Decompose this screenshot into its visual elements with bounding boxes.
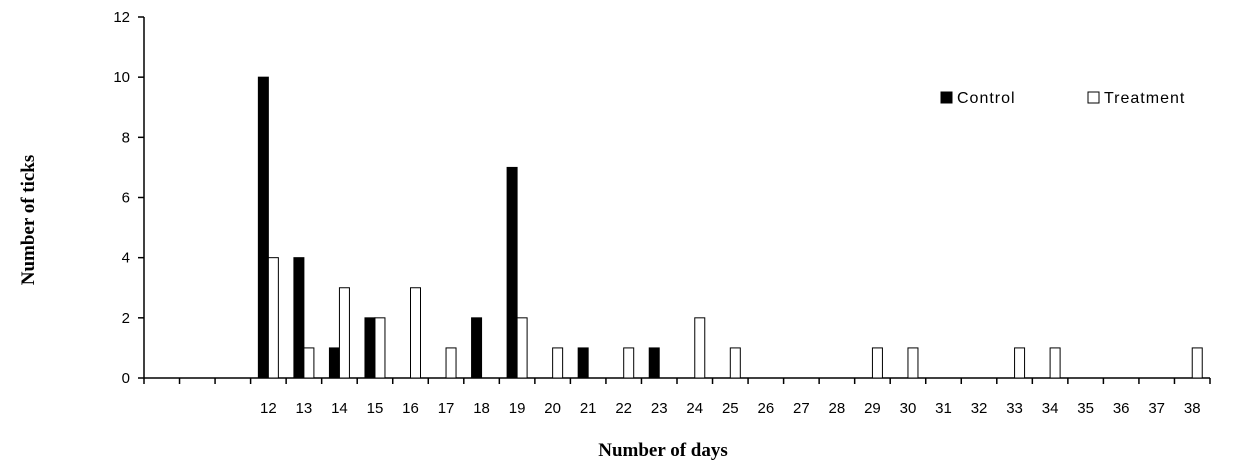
y-tick-label: 8 [122,129,130,146]
bar-treatment-30 [907,347,919,379]
bar-treatment-24 [694,317,706,379]
bar-control-13 [293,257,305,379]
x-tick-label: 26 [757,400,774,417]
x-tick-label: 32 [971,400,988,417]
x-tick-label: 30 [900,400,917,417]
bar-control-21 [577,347,589,379]
bar-treatment-22 [623,347,635,379]
x-tick-label: 27 [793,400,810,417]
bar-treatment-33 [1014,347,1026,379]
legend-swatch-control [940,91,953,104]
x-tick-label: 15 [367,400,384,417]
x-axis-title: Number of days [598,440,728,461]
legend: Control Treatment [940,90,1185,107]
x-tick-label: 24 [686,400,703,417]
y-axis-title: Number of ticks [18,155,39,286]
x-tick-label: 13 [296,400,313,417]
x-tick-label: 22 [615,400,632,417]
bar-treatment-19 [516,317,528,379]
x-tick-label: 16 [402,400,419,417]
x-axis: 12 13 14 15 16 17 18 19 20 21 22 23 24 25 26 27 28 29 30 31… [143,377,1211,417]
legend-label-control: Control [957,90,1016,107]
y-tick-label: 0 [122,370,130,387]
bar-treatment-12 [267,257,279,379]
x-tick-label: 25 [722,400,739,417]
y-tick-label: 10 [113,69,130,86]
x-tick-label: 17 [438,400,455,417]
y-tick-label: 4 [122,250,130,267]
legend-label-treatment: Treatment [1104,90,1185,107]
bar-control-12 [257,76,269,379]
bar-treatment-38 [1191,347,1203,379]
x-tick-label: 12 [260,400,277,417]
bar-control-15 [364,317,376,379]
y-tick-label: 12 [113,9,130,26]
x-tick-label: 36 [1113,400,1130,417]
bar-treatment-15 [374,317,386,379]
x-tick-label: 29 [864,400,881,417]
x-tick-label: 28 [829,400,846,417]
x-tick-label: 34 [1042,400,1059,417]
x-tick-label: 14 [331,400,348,417]
bar-control-19 [506,166,518,379]
y-axis: 0 2 4 6 8 10 12 [113,9,145,387]
bar-treatment-17 [445,347,457,379]
bar-treatment-13 [303,347,315,379]
bar-treatment-25 [729,347,741,379]
x-tick-label: 21 [580,400,597,417]
bar-treatment-20 [552,347,564,379]
x-tick-label: 19 [509,400,526,417]
legend-swatch-treatment [1087,91,1100,104]
x-tick-label: 33 [1006,400,1023,417]
bars [257,76,1203,379]
bar-treatment-14 [338,287,350,379]
x-tick-label: 23 [651,400,668,417]
bar-treatment-16 [410,287,421,379]
x-tick-label: 31 [935,400,952,417]
bar-control-23 [648,347,660,379]
x-tick-label: 20 [544,400,561,417]
y-tick-label: 2 [122,310,130,327]
x-tick-label: 18 [473,400,490,417]
bar-treatment-29 [871,347,883,379]
bar-control-14 [328,347,340,379]
y-tick-label: 6 [122,190,130,207]
x-tick-label: 37 [1148,400,1165,417]
x-tick-label: 35 [1077,400,1094,417]
bar-treatment-34 [1049,347,1061,379]
bar-control-18 [471,317,483,379]
x-tick-label: 38 [1184,400,1201,417]
